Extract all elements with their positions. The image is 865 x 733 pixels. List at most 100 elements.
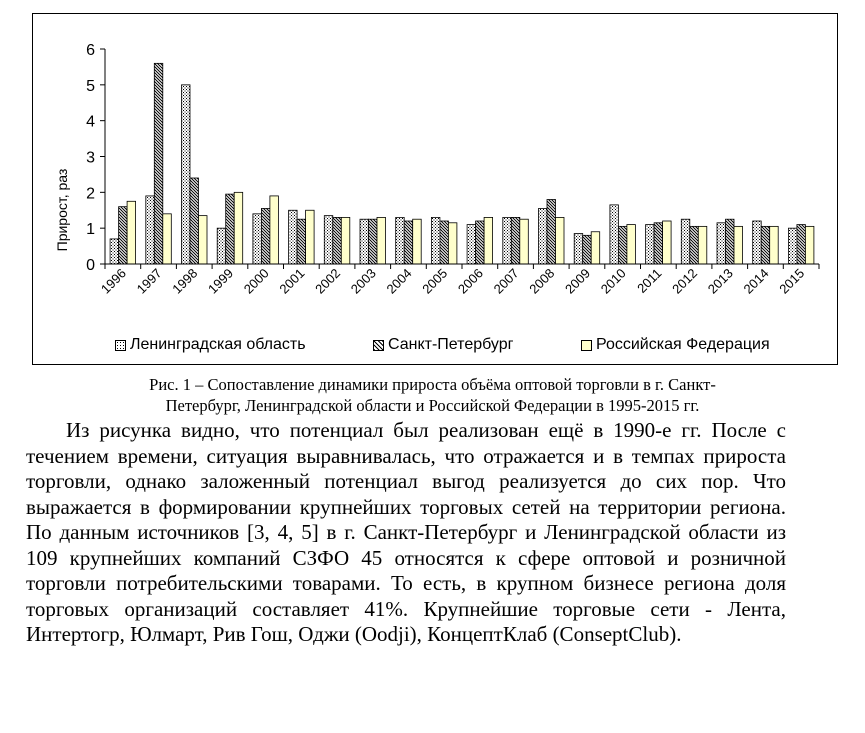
bar-dots-2011 — [645, 224, 655, 265]
bar-solid-1999 — [233, 191, 244, 265]
bar-solid-2013 — [733, 225, 743, 265]
y-tick-label: 0 — [86, 257, 95, 274]
bar-diagonal-1998 — [189, 177, 199, 265]
bar-solid-2002 — [340, 217, 351, 265]
x-tick-label: 1997 — [134, 266, 165, 297]
bar-diagonal-2004 — [403, 220, 414, 265]
bar-diagonal-1999 — [225, 193, 235, 265]
bar-diagonal-2003 — [368, 218, 378, 265]
bar-diagonal-2000 — [260, 208, 271, 265]
bar-dots-2010 — [609, 204, 619, 265]
x-tick-label: 2001 — [276, 266, 307, 297]
bar-diagonal-1996 — [118, 206, 128, 265]
bar-dots-1996 — [109, 238, 119, 265]
bar-dots-2000 — [252, 213, 262, 265]
bar-solid-2008 — [555, 217, 565, 265]
bar-dots-2007 — [502, 217, 512, 265]
y-tick-label: 2 — [86, 185, 95, 202]
bar-solid-1997 — [162, 213, 172, 265]
x-tick-label: 2008 — [526, 266, 557, 297]
legend-label: Ленинградская область — [130, 336, 306, 353]
bar-diagonal-2015 — [796, 224, 806, 265]
bar-solid-1996 — [126, 200, 136, 265]
bar-diagonal-2008 — [546, 199, 556, 265]
bar-dots-2001 — [288, 209, 298, 265]
x-tick-label: 2014 — [741, 266, 772, 297]
legend-swatch-solid — [581, 339, 592, 351]
bar-dots-2009 — [573, 233, 584, 265]
caption-line-2: Петербург, Ленинградской области и Росси… — [165, 396, 700, 415]
bar-solid-2005 — [447, 222, 458, 265]
bar-solid-2012 — [697, 225, 708, 265]
x-tick-label: 2006 — [455, 266, 486, 297]
y-tick-label: 3 — [86, 150, 95, 167]
bar-dots-1997 — [145, 195, 155, 265]
bar-diagonal-2011 — [653, 222, 663, 265]
x-tick-label: 2010 — [598, 266, 629, 297]
bar-dots-2003 — [359, 218, 369, 265]
bar-diagonal-2010 — [618, 225, 628, 265]
x-tick-label: 2003 — [348, 266, 379, 297]
bar-dots-1998 — [181, 84, 191, 265]
bar-solid-2007 — [519, 218, 529, 265]
legend-item-russian-federation: Российская Федерация — [581, 336, 770, 354]
x-tick-label: 1996 — [98, 266, 129, 297]
y-tick-label: 5 — [86, 78, 95, 95]
caption-line-1: Рис. 1 – Сопоставление динамики прироста… — [149, 375, 716, 394]
bar-diagonal-2002 — [332, 217, 342, 265]
bar-solid-2009 — [590, 231, 601, 265]
x-tick-label: 2009 — [562, 266, 593, 297]
x-tick-label: 2007 — [491, 266, 522, 297]
bar-diagonal-2005 — [439, 220, 449, 265]
legend-swatch-diagonal — [373, 339, 384, 351]
x-tick-label: 2005 — [419, 266, 450, 297]
bar-solid-2014 — [769, 225, 779, 265]
y-axis-label: Прирост, раз — [54, 169, 70, 252]
bar-solid-1998 — [198, 215, 208, 265]
y-tick-label: 6 — [86, 42, 95, 59]
bar-diagonal-2012 — [689, 225, 699, 265]
bar-dots-2015 — [788, 227, 798, 265]
bar-dots-2004 — [395, 217, 405, 265]
x-tick-label: 2000 — [241, 266, 272, 297]
x-tick-label: 2004 — [384, 266, 415, 297]
y-tick-label: 1 — [86, 221, 95, 238]
bar-diagonal-2001 — [296, 218, 307, 265]
y-tick-label: 4 — [86, 114, 95, 131]
bar-solid-2010 — [626, 224, 636, 265]
paragraph-text: Из рисунка видно, что потенциал был реал… — [26, 418, 786, 646]
bar-diagonal-2013 — [725, 218, 735, 265]
body-paragraph: Из рисунка видно, что потенциал был реал… — [26, 418, 786, 648]
figure-caption: Рис. 1 – Сопоставление динамики прироста… — [0, 374, 865, 416]
bar-solid-2004 — [412, 218, 422, 265]
legend-label: Российская Федерация — [596, 336, 770, 353]
x-tick-label: 2015 — [776, 266, 807, 297]
bar-dots-1999 — [216, 227, 227, 265]
bar-solid-2003 — [376, 217, 386, 265]
bar-solid-2011 — [662, 220, 672, 265]
bar-diagonal-2007 — [510, 217, 521, 265]
legend-swatch-dots — [115, 339, 126, 351]
bar-dots-2002 — [323, 215, 334, 265]
bar-solid-2006 — [483, 217, 494, 265]
legend-item-leningrad-oblast: Ленинградская область — [115, 336, 306, 354]
legend-label: Санкт-Петербург — [388, 336, 514, 353]
x-tick-label: 1999 — [205, 266, 236, 297]
bar-diagonal-2014 — [760, 225, 771, 265]
bar-diagonal-2006 — [475, 220, 485, 265]
x-tick-label: 2002 — [312, 266, 343, 297]
x-tick-label: 2013 — [705, 266, 736, 297]
bar-diagonal-1997 — [153, 62, 164, 265]
bar-solid-2015 — [805, 225, 815, 265]
bar-solid-2001 — [305, 209, 315, 265]
bar-diagonal-2009 — [582, 234, 592, 265]
bar-solid-2000 — [269, 195, 279, 265]
bar-dots-2008 — [538, 208, 548, 265]
x-tick-label: 2012 — [669, 266, 700, 297]
bar-dots-2013 — [716, 222, 726, 265]
bar-dots-2006 — [466, 224, 477, 265]
bar-dots-2014 — [752, 220, 762, 265]
legend-item-saint-petersburg: Санкт-Петербург — [373, 336, 513, 354]
